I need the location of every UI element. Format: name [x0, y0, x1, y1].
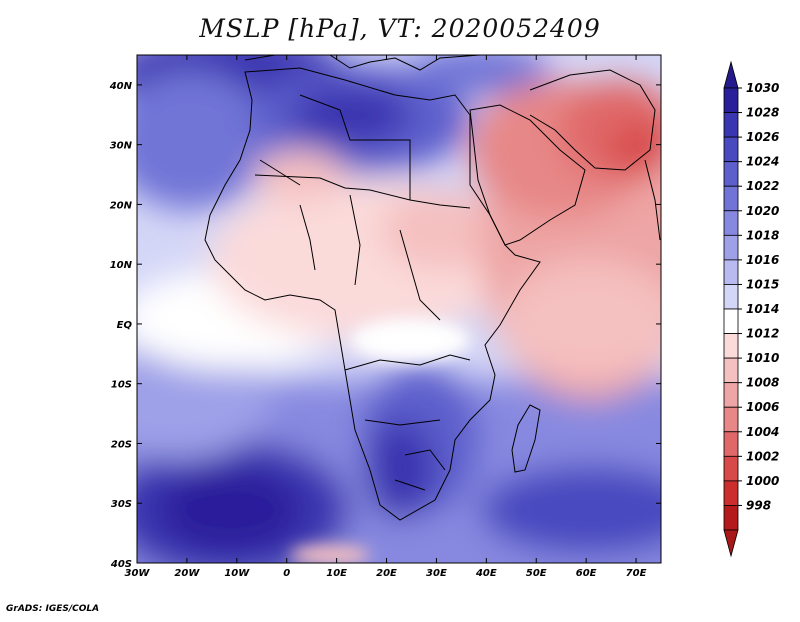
- colorbar-swatch: [723, 333, 739, 359]
- colorbar-swatch: [723, 87, 739, 113]
- colorbar-label: 1006: [746, 400, 779, 414]
- colorbar-label: 1002: [746, 449, 779, 463]
- colorbar-label: 1018: [746, 228, 779, 242]
- colorbar-swatch: [723, 210, 739, 236]
- colorbar-label: 1010: [746, 351, 779, 365]
- y-tick-label: 40S: [110, 559, 132, 570]
- colorbar-swatch: [723, 259, 739, 285]
- x-tick-label: 10W: [224, 568, 250, 579]
- colorbar-label: 1004: [746, 425, 779, 439]
- coastlines: [204, 55, 661, 521]
- colorbar-swatch: [723, 136, 739, 163]
- colorbar-label: 1030: [746, 81, 779, 95]
- footer-credit: GrADS: IGES/COLA: [6, 604, 100, 614]
- x-tick-label: 20E: [376, 568, 397, 579]
- colorbar-swatch: [723, 455, 739, 482]
- colorbar-swatch: [723, 112, 739, 138]
- colorbar-label: 1020: [746, 204, 779, 218]
- x-tick-label: 30W: [125, 568, 151, 579]
- colorbar-swatch: [723, 357, 739, 384]
- x-tick-label: 20W: [174, 568, 200, 579]
- colorbar-swatch: [723, 480, 739, 506]
- colorbar-label: 998: [746, 498, 771, 512]
- x-tick-label: 10E: [326, 568, 347, 579]
- colorbar-swatch: [723, 185, 739, 212]
- colorbar-bottom-arrow: [723, 529, 739, 558]
- axis-ticks: 30W 20W 10W 0 10E 20E 30E 40E 50E 60E 70E 40N 30N 20N…: [109, 55, 661, 579]
- y-tick-label: 10N: [110, 260, 133, 271]
- colorbar-label: 1016: [746, 253, 779, 267]
- y-tick-label: 30N: [110, 141, 133, 152]
- colorbar-label: 1014: [746, 302, 779, 316]
- y-tick-label: EQ: [117, 320, 133, 331]
- colorbar-swatch: [723, 431, 739, 457]
- colorbar-label: 1008: [746, 376, 779, 390]
- colorbar-label: 1022: [746, 179, 779, 193]
- x-tick-label: 50E: [526, 568, 547, 579]
- colorbar-label: 1000: [746, 474, 779, 488]
- map-title: MSLP [hPa], VT: 2020052409: [199, 14, 601, 43]
- x-tick-label: 30E: [426, 568, 447, 579]
- colorbar-swatch: [723, 505, 739, 531]
- x-tick-label: 70E: [626, 568, 647, 579]
- colorbar-swatch: [723, 406, 739, 433]
- y-tick-label: 10S: [111, 380, 132, 391]
- colorbar-label: 1028: [746, 106, 779, 120]
- y-tick-label: 40N: [109, 81, 133, 92]
- colorbar-swatch: [723, 234, 739, 261]
- colorbar-label: 1024: [746, 155, 779, 169]
- colorbar-swatch: [723, 382, 739, 408]
- colorbar-label: 1026: [746, 130, 779, 144]
- y-tick-label: 20N: [110, 200, 133, 211]
- colorbar-label: 1012: [746, 327, 779, 341]
- colorbar-top-arrow: [723, 60, 739, 89]
- y-tick-label: 30S: [111, 499, 132, 510]
- x-tick-label: 0: [283, 568, 290, 579]
- x-tick-label: 40E: [475, 568, 497, 579]
- map-frame: [136, 54, 662, 564]
- colorbar-swatch: [723, 284, 739, 310]
- colorbar: 1030 1028 1026 1024 1022 1020 1018 1016 1015 1014…: [723, 60, 779, 558]
- y-tick-label: 20S: [111, 439, 132, 450]
- colorbar-swatch: [723, 161, 739, 187]
- x-tick-label: 60E: [576, 568, 597, 579]
- colorbar-swatch: [723, 308, 739, 334]
- pressure-field: [137, 55, 661, 563]
- colorbar-label: 1015: [746, 277, 779, 291]
